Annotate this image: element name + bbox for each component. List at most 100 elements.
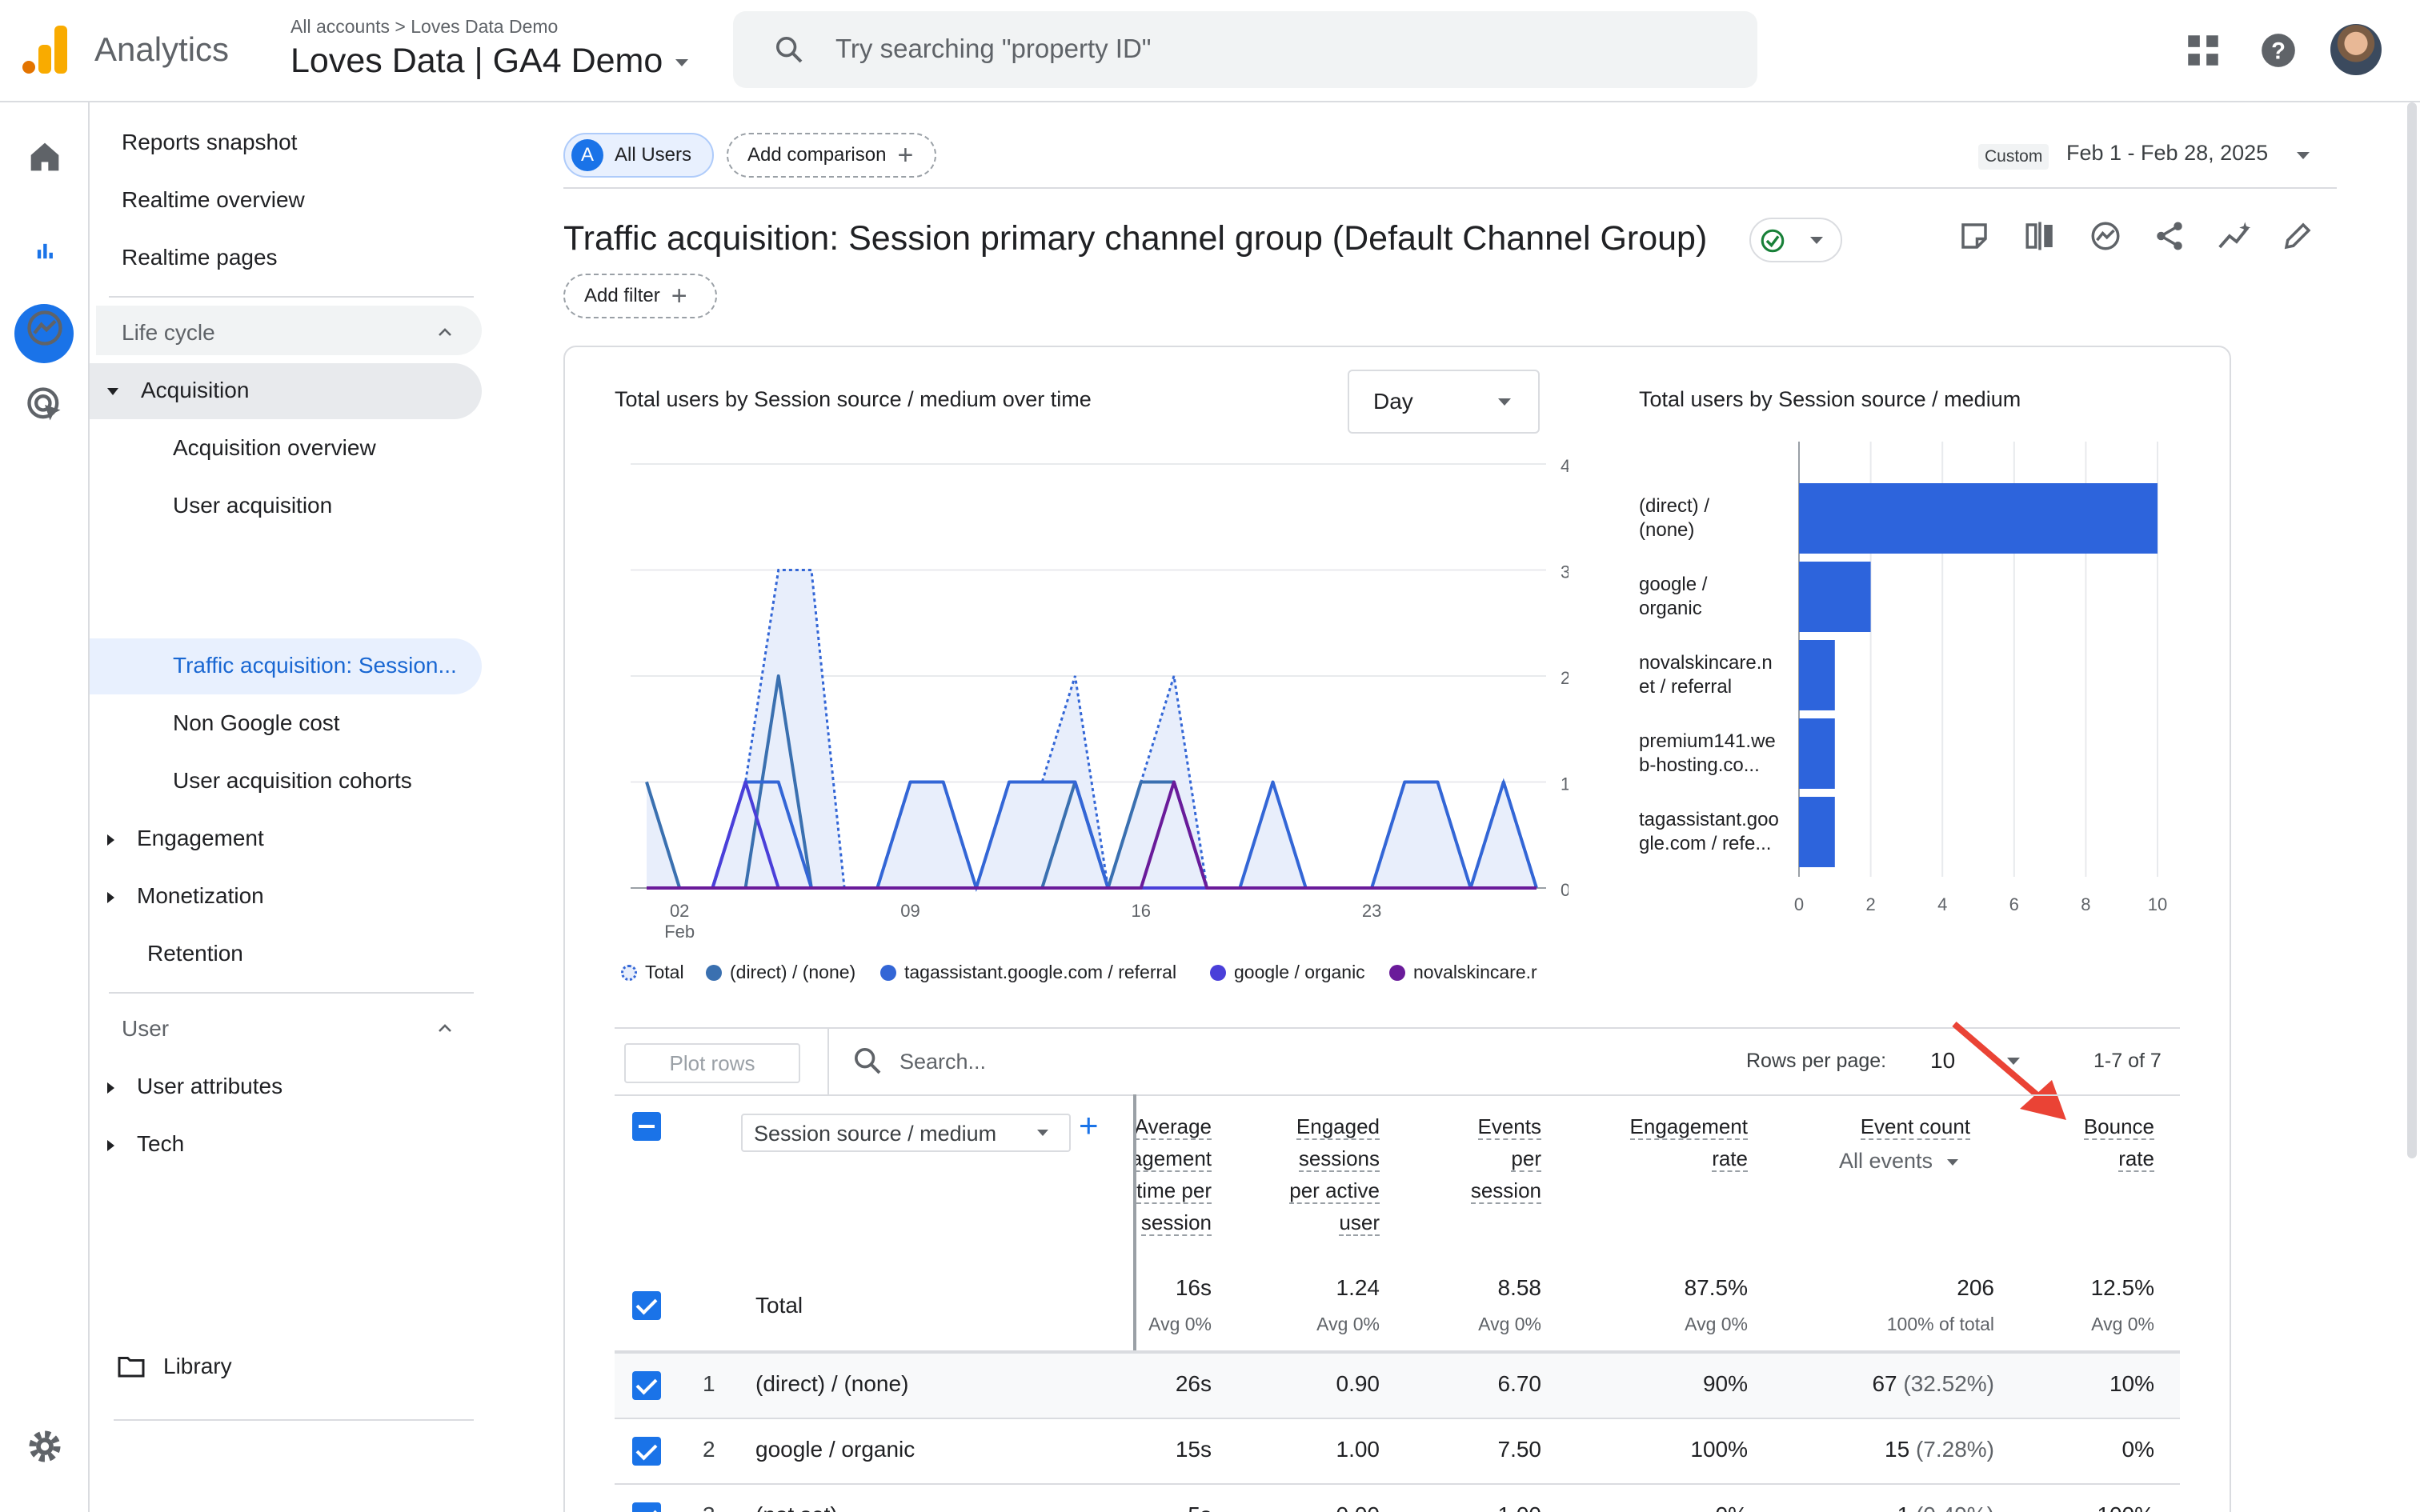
nav-monetization[interactable]: Monetization <box>107 883 264 909</box>
table-row[interactable] <box>615 1419 2180 1485</box>
breadcrumb-account[interactable]: Loves Data Demo <box>411 16 559 37</box>
nav-acquisition[interactable]: Acquisition <box>107 378 249 403</box>
chevron-down-icon[interactable] <box>2007 1058 2020 1065</box>
col-engagement-rate[interactable]: Engagement rate <box>1585 1110 1748 1174</box>
nav-non-google-cost[interactable]: Non Google cost <box>173 710 340 735</box>
nav-user-attributes[interactable]: User attributes <box>107 1074 282 1099</box>
row-checkbox[interactable] <box>632 1437 661 1466</box>
nav-user-acquisition-cohorts[interactable]: User acquisition cohorts <box>173 768 412 793</box>
bar-category-label: google / <box>1639 574 1708 595</box>
explore-chart-icon[interactable] <box>2089 219 2122 253</box>
compare-icon[interactable] <box>2023 219 2057 253</box>
apps-grid-icon[interactable] <box>2183 30 2223 70</box>
bar-category-label: et / referral <box>1639 676 1732 698</box>
nav-reports-snapshot[interactable]: Reports snapshot <box>122 130 298 154</box>
nav-traffic-acquisition[interactable]: Traffic acquisition: Session... <box>173 653 457 678</box>
col-avg-engagement-time[interactable]: Average engagement time per session <box>1136 1110 1212 1238</box>
nav-retention[interactable]: Retention <box>147 941 243 966</box>
segment-all-users[interactable]: A All Users <box>563 133 714 178</box>
caret-down-icon <box>107 388 118 396</box>
add-dimension-plus-icon[interactable]: + <box>1079 1106 1099 1144</box>
nav-tech[interactable]: Tech <box>107 1131 184 1157</box>
total-row-checkbox[interactable] <box>632 1291 661 1320</box>
cell-avg-time: 15s <box>1175 1437 1212 1462</box>
folder-icon <box>118 1357 145 1378</box>
chevron-down-icon <box>1498 398 1511 406</box>
search-placeholder: Try searching "property ID" <box>835 34 1152 63</box>
edit-pencil-icon[interactable] <box>2281 219 2314 253</box>
help-icon[interactable]: ? <box>2258 30 2298 70</box>
home-icon[interactable] <box>24 136 66 178</box>
col-engaged-sessions[interactable]: Engaged sessions per active user <box>1248 1110 1380 1238</box>
chevron-up-icon[interactable] <box>435 323 455 342</box>
chevron-down-icon <box>675 59 689 67</box>
col-events-per-session[interactable]: Events per session <box>1424 1110 1541 1206</box>
explore-icon[interactable] <box>24 307 66 349</box>
table-search-input[interactable]: Search... <box>899 1050 987 1074</box>
analytics-logo-icon[interactable] <box>22 26 67 74</box>
nav-user-acquisition[interactable]: User acquisition <box>173 493 333 518</box>
report-status-button[interactable] <box>1749 218 1842 262</box>
nav-user-header[interactable]: User <box>122 1016 170 1041</box>
insights-icon[interactable] <box>2217 219 2254 253</box>
granularity-select[interactable]: Day <box>1348 370 1540 434</box>
report-nav: Reports snapshot Realtime overview Realt… <box>90 102 498 1512</box>
search-bar[interactable]: Try searching "property ID" <box>733 11 1757 88</box>
cell-event-count: 15 (7.28%) <box>1793 1437 1994 1462</box>
date-range[interactable]: Feb 1 - Feb 28, 2025 <box>2066 141 2269 165</box>
col-engaged-line4: user <box>1339 1210 1380 1236</box>
advertising-icon[interactable] <box>24 384 66 426</box>
col-bounce-rate[interactable]: Bounce rate <box>2001 1110 2154 1174</box>
chevron-up-icon[interactable] <box>435 1019 455 1038</box>
add-filter-button[interactable]: Add filter + <box>563 274 717 318</box>
col-eng-rate-line1: Engagement <box>1629 1114 1748 1140</box>
row-checkbox[interactable] <box>632 1502 661 1512</box>
granularity-value: Day <box>1373 389 1413 414</box>
cell-bounce: 10% <box>2109 1371 2154 1396</box>
total-engaged-sub: Avg 0% <box>1316 1314 1380 1334</box>
page-scrollbar[interactable] <box>2407 102 2417 1158</box>
dimension-select[interactable]: Session source / medium <box>741 1114 1071 1152</box>
nav-lifecycle-header[interactable]: Life cycle <box>122 320 215 345</box>
series-line-total <box>645 569 1538 893</box>
col-event-count[interactable]: Event count <box>1793 1110 1970 1142</box>
nav-realtime-overview[interactable]: Realtime overview <box>122 187 305 212</box>
legend-item[interactable]: Total <box>621 962 684 983</box>
y-tick-label: 0 <box>1561 880 1569 900</box>
legend-item[interactable]: google / organic <box>1210 962 1365 983</box>
nav-acquisition-overview[interactable]: Acquisition overview <box>173 435 376 460</box>
page-title: Traffic acquisition: Session primary cha… <box>563 219 1708 258</box>
col-eng-rate-line2: rate <box>1712 1146 1748 1172</box>
col-bounce-line1: Bounce <box>2083 1114 2154 1140</box>
top-bar: Analytics All accounts > Loves Data Demo… <box>0 0 2420 102</box>
breadcrumb-all-accounts[interactable]: All accounts <box>290 16 391 37</box>
row-checkbox[interactable] <box>632 1371 661 1400</box>
event-filter-select[interactable]: All events <box>1839 1149 1959 1174</box>
share-icon[interactable] <box>2153 219 2186 253</box>
add-comparison-button[interactable]: Add comparison + <box>727 133 936 178</box>
plot-rows-button[interactable]: Plot rows <box>624 1043 800 1083</box>
row-number: 2 <box>703 1437 715 1462</box>
insights-note-icon[interactable] <box>1957 219 1991 253</box>
chevron-down-icon[interactable] <box>2297 152 2310 159</box>
table-row[interactable] <box>615 1354 2180 1419</box>
table-top-divider <box>615 1027 2180 1029</box>
select-all-checkbox[interactable] <box>632 1112 661 1141</box>
nav-realtime-pages[interactable]: Realtime pages <box>122 245 278 270</box>
settings-icon[interactable] <box>24 1426 66 1467</box>
user-avatar[interactable] <box>2330 24 2382 75</box>
legend-item[interactable]: (direct) / (none) <box>706 962 855 983</box>
event-count-percent: (0.49%) <box>1916 1502 1994 1512</box>
table-row[interactable] <box>615 1485 2180 1512</box>
plus-icon: + <box>897 140 914 170</box>
rows-per-page-select[interactable]: 10 <box>1930 1048 1956 1073</box>
legend-item[interactable]: tagassistant.google.com / referral <box>880 962 1176 983</box>
acquisition-bg <box>90 363 482 419</box>
property-selector[interactable]: Loves Data | GA4 Demo <box>290 42 689 81</box>
legend-item[interactable]: novalskincare.r <box>1389 962 1537 983</box>
bar <box>1799 718 1835 789</box>
breadcrumb[interactable]: All accounts > Loves Data Demo <box>290 16 558 38</box>
nav-engagement[interactable]: Engagement <box>107 826 264 851</box>
bar-category-label: premium141.we <box>1639 730 1776 752</box>
nav-library[interactable]: Library <box>163 1354 232 1378</box>
